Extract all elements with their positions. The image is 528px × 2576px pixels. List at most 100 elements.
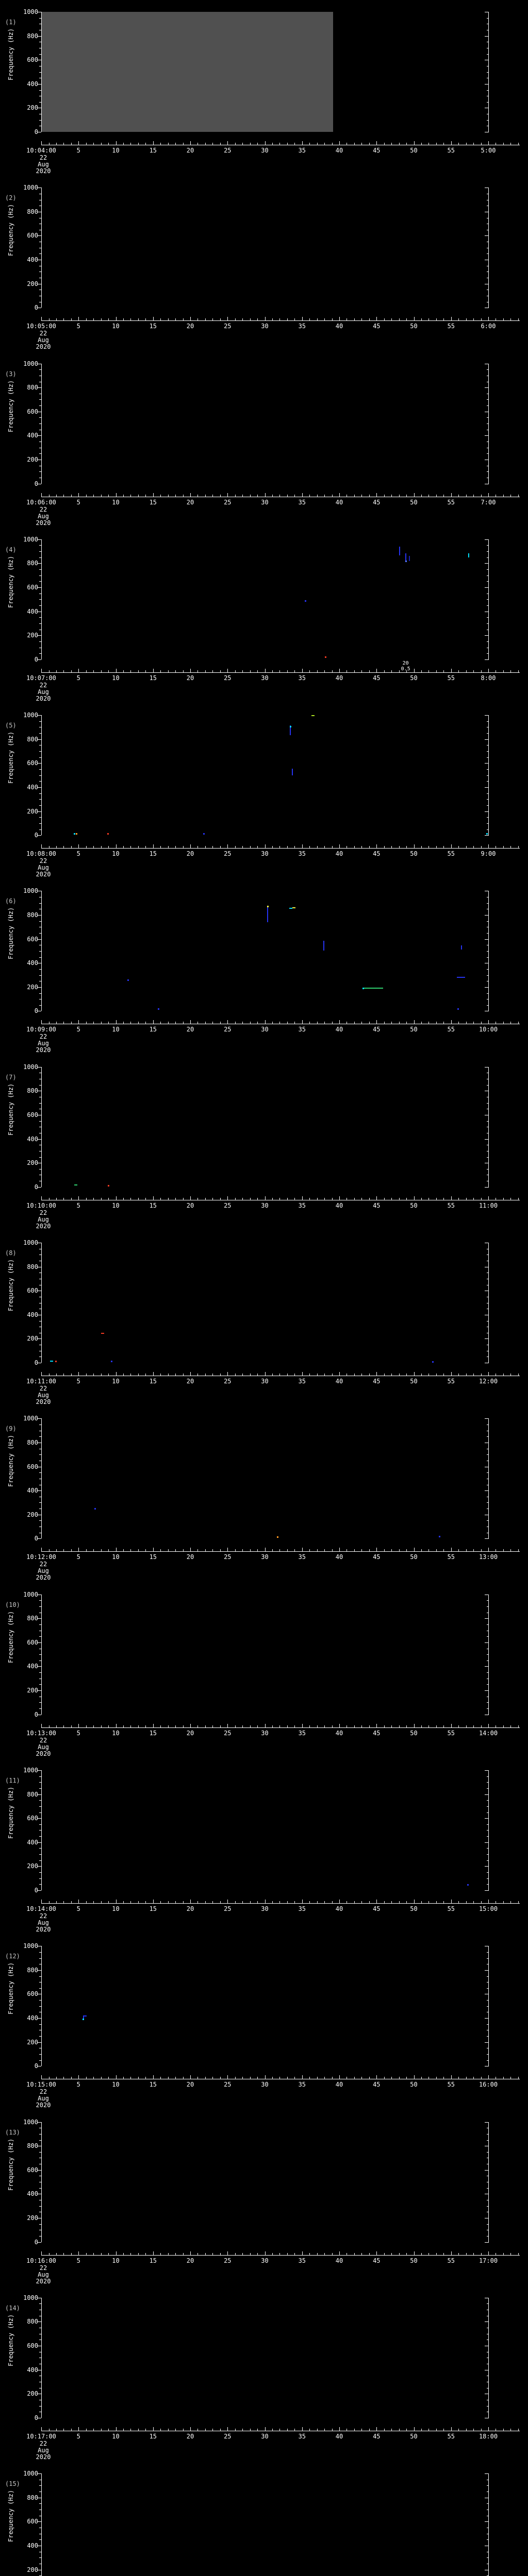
x-axis-tick [242,2252,243,2255]
x-axis-tick [428,1197,430,1200]
x-date-label: Aug [38,688,49,696]
x-tick-label: 45 [373,1201,381,1209]
y-axis-tick [39,1824,41,1825]
y-axis-tick-right [487,471,489,472]
x-tick-label: 30 [261,147,269,154]
y-axis-tick [37,1666,41,1667]
y-axis-tick-right [485,987,489,988]
y-axis-tick-right [487,2000,489,2001]
x-axis-tick [63,670,64,672]
y-axis-tick-right [485,539,489,540]
x-axis-tick [436,846,437,849]
y-axis-tick-right [487,817,489,818]
x-tick-label: 15 [149,1729,157,1737]
y-axis-tick [37,1618,41,1619]
x-axis-tick [361,2077,362,2079]
x-axis-line [41,2255,520,2256]
x-axis-tick [250,846,251,849]
x-axis-tick [190,668,191,672]
x-axis-tick [436,1022,437,1024]
panel-index-label: (12) [5,1953,20,1960]
y-tick-label: 200 [27,455,38,463]
panel-index-label: (10) [5,1601,20,1608]
y-axis-tick-right [487,1606,489,1607]
x-axis-tick [48,1197,50,1200]
x-axis-tick [473,1901,474,1903]
x-axis-tick [317,494,318,497]
x-axis-tick [41,1723,42,1727]
x-axis-tick [414,1196,415,1200]
x-axis-tick [309,143,310,145]
y-axis-title: Frequency (Hz) [7,28,14,80]
x-axis-tick [175,318,176,321]
x-axis-tick [138,670,139,672]
x-axis-tick [272,1549,273,1552]
x-axis-tick [175,1022,176,1024]
x-tick-label: 25 [224,1729,232,1737]
y-axis-tick [39,1988,41,1989]
y-axis-tick [37,987,41,988]
x-axis-tick [48,846,50,849]
x-date-label: 22 [39,330,47,337]
x-tick-label: 40 [335,2081,343,2089]
x-axis-tick [175,494,176,497]
x-axis-tick [272,2077,273,2079]
x-axis-tick [242,1901,243,1903]
x-axis-tick [376,1899,377,1903]
x-axis-tick [414,1372,415,1376]
x-axis-tick [116,2075,117,2079]
x-axis-tick [369,494,370,497]
x-axis-tick [406,670,407,672]
y-axis-tick-right [487,1884,489,1885]
x-axis-tick [279,1549,280,1552]
x-axis-tick [317,1197,318,1200]
x-axis-tick [510,494,512,497]
x-axis-tick [205,143,206,145]
spectrogram-detection-hline [457,976,466,978]
x-axis-tick [56,2252,57,2255]
y-axis-tick [39,399,41,400]
x-tick-label: 40 [335,674,343,682]
x-axis-tick [197,494,199,497]
x-axis-tick [145,1197,146,1200]
y-axis-tick-right [487,1788,489,1789]
x-end-time-label: 6:00 [481,323,496,330]
y-axis-tick-right [485,2521,489,2522]
y-axis-tick [37,2042,41,2043]
x-axis-tick [503,1374,504,1376]
y-axis-tick [39,1672,41,1673]
x-axis-tick [302,1372,303,1376]
x-axis-tick [369,2252,370,2255]
x-axis-tick [153,844,154,849]
x-axis-tick [279,318,280,321]
x-axis-tick [421,670,422,672]
x-axis-tick [235,318,236,321]
y-axis-tick-right [487,1600,489,1601]
y-tick-label: 600 [27,408,38,415]
y-tick-label: 800 [27,2494,38,2501]
y-axis-title: Frequency (Hz) [7,2138,14,2191]
y-axis-tick-right [487,1654,489,1655]
x-tick-label: 30 [261,323,269,330]
x-tick-label: 25 [224,323,232,330]
x-axis-tick [361,846,362,849]
x-axis-tick [250,494,251,497]
x-axis-tick [48,670,50,672]
x-axis-tick [168,670,169,672]
x-tick-label: 30 [261,498,269,506]
x-axis-tick [235,1901,236,1903]
x-axis-tick [227,844,228,849]
y-axis-tick [39,1812,41,1813]
spectrogram-panel-5: (5) Frequency (Hz) 0 200 400 600 800 1000 5 10 15 2… [0,703,528,879]
x-axis-tick [205,1374,206,1376]
x-axis-tick [421,1197,422,1200]
x-tick-label: 5 [76,147,80,154]
x-axis-tick [443,2252,444,2255]
x-axis-tick [361,318,362,321]
x-axis-tick [183,670,184,672]
y-axis-tick [39,829,41,830]
x-axis-tick [481,1725,482,1727]
x-axis-tick [212,1022,213,1024]
y-axis-tick-right [487,1812,489,1813]
x-axis-tick [414,1548,415,1552]
